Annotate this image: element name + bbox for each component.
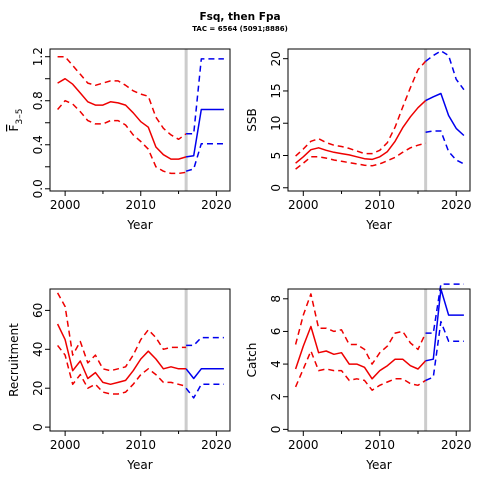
y-tick-label: 6 — [269, 328, 283, 336]
x-axis-label: Year — [365, 218, 391, 232]
catch-hist-upper-bound-line — [294, 293, 427, 365]
plot-frame — [287, 288, 471, 432]
y-tick-label: 5 — [269, 152, 283, 160]
x-tick-label: 2010 — [125, 198, 156, 212]
panel-catch: 2000 2010 2020 0 2 4 6 8 Year Catch — [245, 283, 472, 472]
y-tick-label: 8 — [269, 295, 283, 303]
fbar-hist-lower-bound-line — [57, 99, 187, 175]
y-tick-label: 0 — [269, 426, 283, 434]
catch-proj-upper-bound-line — [425, 283, 464, 334]
x-tick-label: 2000 — [50, 438, 81, 452]
y-tick-label: 0.4 — [31, 135, 45, 154]
y-tick-label: 10 — [269, 116, 283, 131]
catch-hist-lower-bound-line — [294, 350, 427, 391]
x-axis-label: Year — [126, 458, 152, 472]
x-tick-label: 2010 — [364, 198, 395, 212]
fbar-hist-upper-bound-line — [57, 55, 187, 141]
x-tick-label: 2000 — [50, 198, 81, 212]
y-tick-label: 15 — [269, 83, 283, 98]
y-axis-label: SSB — [245, 108, 259, 131]
fbar-proj-upper-bound-line — [186, 58, 224, 135]
plot-frame — [49, 288, 231, 432]
x-tick-label: 2000 — [288, 438, 319, 452]
y-tick-label: 2 — [269, 393, 283, 401]
y-axis-label: F3–5 — [7, 109, 25, 132]
y-tick-label: 60 — [31, 303, 45, 318]
ssb-proj-upper-bound-line — [425, 50, 465, 91]
y-axis-label: Catch — [245, 343, 259, 378]
y-tick-label: 0.8 — [31, 91, 45, 110]
y-tick-label: 20 — [31, 381, 45, 396]
x-tick-label: 2010 — [125, 438, 156, 452]
y-tick-label: 1.2 — [31, 47, 45, 66]
panel-recruitment: 2000 2010 2020 0 20 40 60 Year Recruitment — [7, 288, 232, 472]
y-tick-label: 0 — [269, 184, 283, 192]
fbar-proj-lower-bound-line — [185, 142, 224, 172]
figure-title: Fsq, then Fpa — [199, 11, 280, 23]
ssb-proj-estimate-line — [425, 92, 465, 137]
y-tick-label: 20 — [269, 51, 283, 66]
recruitment-hist-lower-bound-line — [57, 344, 187, 395]
x-tick-label: 2020 — [441, 198, 472, 212]
plot-frame — [49, 48, 231, 192]
ssb-hist-lower-bound-line — [295, 142, 426, 170]
y-tick-label: 0 — [31, 423, 45, 431]
x-tick-label: 2020 — [201, 198, 232, 212]
plot-frame — [287, 48, 471, 192]
x-tick-label: 2020 — [201, 438, 232, 452]
y-tick-label: 40 — [31, 342, 45, 357]
ssb-proj-lower-bound-line — [425, 130, 465, 165]
recruitment-proj-upper-bound-line — [186, 336, 224, 347]
y-axis-label: Recruitment — [7, 323, 21, 397]
catch-hist-estimate-line — [294, 325, 427, 380]
panel-fbar: 2000 2010 2020 0.0 0.4 0.8 1.2 Year F3–5 — [7, 47, 232, 232]
recruitment-hist-estimate-line — [56, 323, 187, 386]
ssb-hist-estimate-line — [295, 100, 427, 164]
recruitment-proj-lower-bound-line — [185, 383, 224, 399]
ssb-hist-upper-bound-line — [295, 60, 427, 157]
x-axis-label: Year — [365, 458, 391, 472]
fbar-hist-estimate-line — [57, 77, 187, 160]
y-tick-label: 0.0 — [31, 179, 45, 198]
x-tick-label: 2010 — [364, 438, 395, 452]
x-axis-label: Year — [126, 218, 152, 232]
x-tick-label: 2000 — [288, 198, 319, 212]
catch-proj-estimate-line — [425, 288, 464, 362]
x-tick-label: 2020 — [441, 438, 472, 452]
recruitment-hist-upper-bound-line — [56, 292, 187, 372]
fbar-proj-estimate-line — [185, 108, 224, 158]
figure-subtitle: TAC = 6564 (5091;8886) — [192, 25, 288, 33]
panel-ssb: 2000 2010 2020 0 5 10 15 20 Year SSB — [245, 48, 472, 232]
y-tick-label: 4 — [269, 360, 283, 368]
recruitment-proj-estimate-line — [185, 368, 224, 380]
catch-proj-lower-bound-line — [425, 320, 464, 382]
